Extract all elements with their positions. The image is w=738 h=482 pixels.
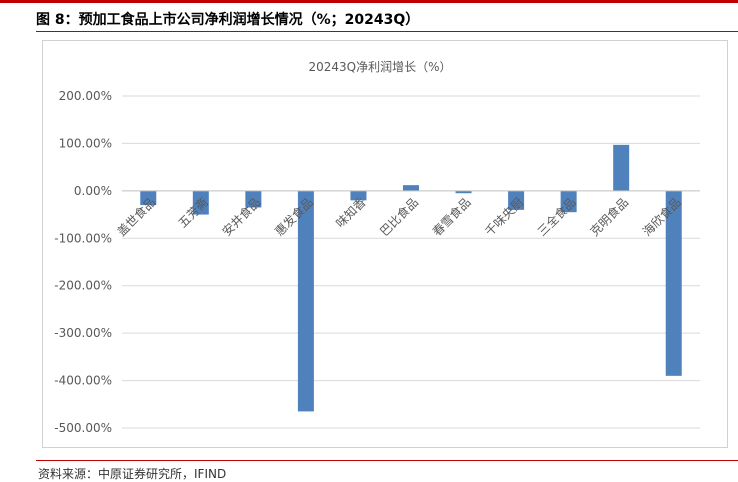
x-tick-label: 克明食品 [587,194,632,239]
source-note: 资料来源：中原证券研究所，IFIND [38,467,227,481]
x-tick-label: 味知香 [333,195,368,230]
bars [140,144,682,412]
y-tick-label: 0.00% [74,184,112,198]
bar [455,190,472,194]
x-tick-label: 千味央厨 [482,195,526,239]
figure-title: 图 8：预加工食品上市公司净利润增长情况（%；20243Q） [36,12,420,28]
bar [192,190,209,215]
y-tick-label: -100.00% [54,231,112,245]
title-rule [36,31,738,32]
y-tick-label: 200.00% [59,89,112,103]
grid-lines [122,95,700,429]
x-tick-label: 春雪食品 [429,194,474,239]
x-tick-label: 安井食品 [219,194,264,239]
y-tick-label: -500.00% [54,421,112,435]
y-tick-label: -400.00% [54,374,112,388]
y-axis: 200.00% 100.00% 0.00% -100.00% -200.00% -300.… [54,89,112,435]
bar [613,144,630,191]
chart-title: 20243Q净利润增长（%） [308,60,451,74]
bar [665,190,682,376]
bar [297,190,314,412]
x-tick-label: 盖世食品 [114,194,159,239]
bar [508,190,525,210]
bottom-rule [36,460,738,461]
top-rule [0,0,738,3]
y-tick-label: -300.00% [54,326,112,340]
y-tick-label: -200.00% [54,279,112,293]
bar [140,190,157,206]
bar [350,190,367,201]
x-axis: 盖世食品 五芳斋 安井食品 惠发食品 味知香 巴比食品 春雪食品 千味央厨 三全食品 克明食品 海欣… [114,194,684,239]
x-tick-label: 巴比食品 [377,194,422,239]
bar [245,190,262,208]
bar [403,185,419,191]
y-tick-label: 100.00% [59,136,112,150]
bar [560,190,577,213]
chart-frame [42,40,728,448]
x-tick-label: 三全食品 [534,194,579,239]
